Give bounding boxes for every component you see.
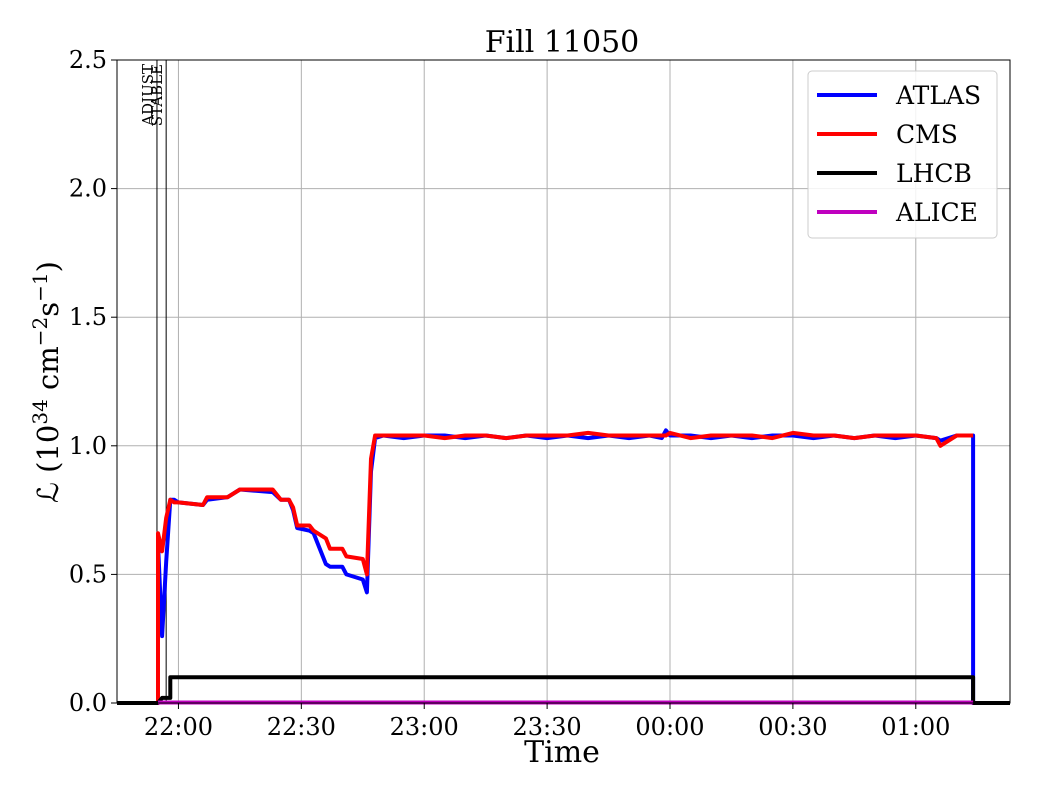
y-tick-label: 1.5	[69, 303, 107, 331]
legend: ATLAS CMS LHCB ALICE	[807, 70, 998, 239]
y-tick-label: 0.5	[69, 560, 107, 588]
y-tick-label: 2.0	[69, 175, 107, 203]
legend-label-cms: CMS	[896, 120, 958, 149]
y-label-close: )	[31, 261, 65, 272]
x-tick-label: 23:30	[513, 713, 582, 741]
chart-title: Fill 11050	[485, 25, 640, 60]
y-label-exp-34: 34	[28, 399, 52, 424]
y-label-unit: cm	[31, 346, 65, 399]
y-label-s: s	[31, 302, 65, 317]
legend-box	[807, 70, 998, 239]
x-tick-label: 00:30	[758, 713, 827, 741]
x-tick-label: 00:00	[635, 713, 704, 741]
series-line-atlas	[117, 428, 1010, 705]
legend-label-atlas: ATLAS	[895, 81, 981, 110]
y-tick-label: 2.5	[69, 46, 107, 74]
series-line-lhcb	[117, 675, 1010, 705]
y-label-main: ℒ (10	[31, 425, 65, 503]
x-tick-label: 23:00	[390, 713, 459, 741]
series-lines	[117, 428, 1010, 705]
y-axis-ticks: 0.0 0.5 1.0 1.5 2.0 2.5	[69, 46, 117, 717]
legend-label-lhcb: LHCB	[896, 159, 972, 188]
y-label-exp-cm: −2	[28, 317, 52, 346]
x-axis-ticks: 22:00 22:30 23:00 23:30 00:00 00:30 01:00	[144, 703, 950, 741]
y-tick-label: 0.0	[69, 689, 107, 717]
marker-label-adjust: ADJUST	[139, 64, 157, 127]
series-line-cms	[117, 430, 974, 705]
x-tick-label: 22:00	[144, 713, 213, 741]
y-tick-label: 1.0	[69, 432, 107, 460]
y-axis-label: ℒ (1034 cm−2s−1)	[28, 261, 65, 503]
x-tick-label: 22:30	[267, 713, 336, 741]
x-axis-label: Time	[524, 735, 600, 770]
x-tick-label: 01:00	[881, 713, 950, 741]
y-label-exp-s: −1	[28, 272, 52, 301]
legend-label-alice: ALICE	[895, 198, 978, 227]
marker-label-stable: STABLE	[148, 64, 166, 126]
plot-frame	[116, 59, 1011, 704]
